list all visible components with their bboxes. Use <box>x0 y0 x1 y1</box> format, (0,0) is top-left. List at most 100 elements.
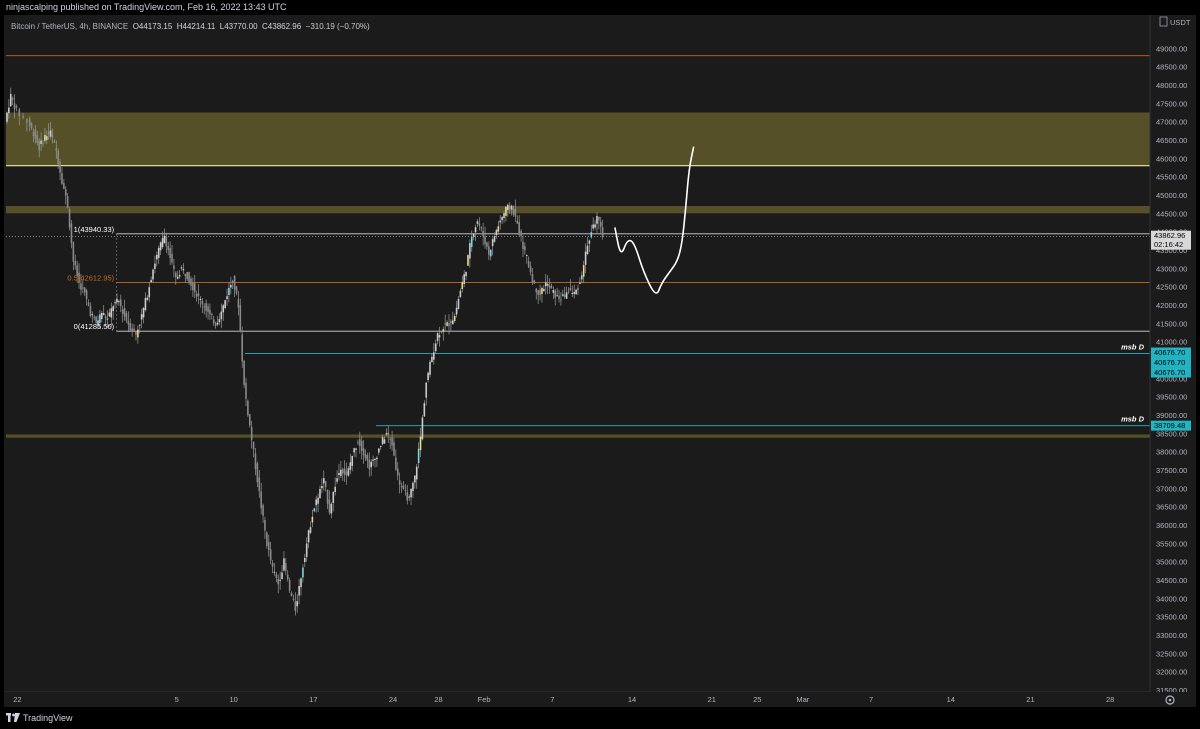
x-tick-label: 5 <box>175 695 179 704</box>
candle <box>590 224 593 239</box>
candle <box>211 312 213 320</box>
candle-body <box>376 457 378 460</box>
candle <box>507 203 509 217</box>
x-tick-label: 14 <box>947 695 955 704</box>
y-tick-label: 43000.00 <box>1156 264 1187 273</box>
candle-body <box>406 492 409 501</box>
price-axis-label-text: 40676.70 <box>1154 368 1185 377</box>
candle <box>36 130 39 146</box>
candle-body <box>148 287 151 298</box>
price-axis-label-bg <box>1151 347 1191 358</box>
candle <box>99 309 101 329</box>
candle-body <box>101 313 103 319</box>
x-tick-label: 25 <box>753 695 761 704</box>
candle <box>516 215 519 224</box>
candle <box>544 273 547 295</box>
candle <box>580 271 583 284</box>
candle <box>480 226 483 232</box>
candle-body <box>241 334 243 362</box>
candle-body <box>495 229 498 236</box>
candle-body <box>507 204 509 211</box>
candle <box>138 324 141 334</box>
tradingview-logo[interactable]: TradingView <box>6 713 73 723</box>
candle-body <box>476 221 479 224</box>
candle <box>82 280 84 294</box>
y-tick-label: 31500.00 <box>1156 686 1187 695</box>
y-tick-label: 41000.00 <box>1156 338 1187 347</box>
candle-body <box>455 307 458 315</box>
candle <box>567 287 570 295</box>
candle-body <box>294 601 297 611</box>
candle <box>292 594 295 602</box>
candle-body <box>326 489 329 504</box>
candle <box>288 577 291 594</box>
candle-body <box>544 282 547 287</box>
lock-icon <box>1159 16 1168 27</box>
candle <box>245 377 247 406</box>
candle-body <box>491 239 494 247</box>
y-tick-label: 36000.00 <box>1156 521 1187 530</box>
candle-body <box>211 313 213 315</box>
candle <box>93 315 96 321</box>
candle <box>347 466 350 477</box>
candle <box>440 330 443 334</box>
candle <box>212 315 215 326</box>
candle-body <box>488 246 490 255</box>
candle-body <box>493 236 496 242</box>
candle-body <box>499 220 502 223</box>
candle <box>379 445 382 450</box>
price-axis-label: 43862.96 <box>1151 230 1191 241</box>
symbol-title[interactable]: Bitcoin / TetherUS, 4h, BINANCE <box>11 22 129 31</box>
candle-body <box>228 287 230 296</box>
candle <box>256 461 259 488</box>
candle <box>330 502 333 519</box>
candle-body <box>431 356 433 363</box>
candle-body <box>269 549 272 561</box>
candle <box>533 279 536 284</box>
candle-body <box>438 335 441 338</box>
ohlc-change: −310.19 (−0.70%) <box>305 22 370 31</box>
candle-body <box>480 227 483 229</box>
candle-body <box>247 400 249 416</box>
candle-body <box>61 173 63 184</box>
candle-body <box>368 459 371 470</box>
candle <box>484 226 486 249</box>
y-tick-label: 38000.00 <box>1156 448 1187 457</box>
candle <box>247 399 249 418</box>
candle <box>201 297 204 314</box>
candle <box>258 469 261 498</box>
candle-body <box>408 496 410 498</box>
candle <box>6 111 8 125</box>
candle <box>205 299 207 318</box>
candle-body <box>463 274 465 284</box>
candle <box>171 245 173 265</box>
candle <box>565 286 568 300</box>
candle-body <box>387 432 390 436</box>
candle <box>144 292 147 312</box>
candle <box>448 314 450 335</box>
price-axis-label-bg <box>1151 230 1191 241</box>
candle <box>121 305 124 323</box>
candle-body <box>465 271 467 277</box>
candle-body <box>601 227 604 237</box>
candle-body <box>415 466 418 480</box>
candle-body <box>317 497 319 504</box>
candle <box>482 223 484 246</box>
candle <box>596 212 598 233</box>
candle-body <box>51 135 54 138</box>
candle-body <box>72 242 75 262</box>
candle-body <box>315 499 317 506</box>
candle-body <box>400 485 403 488</box>
candle-body <box>298 586 300 596</box>
candle-body <box>159 242 162 251</box>
candle-body <box>446 322 448 326</box>
candle-body <box>450 320 452 324</box>
candle <box>218 313 221 326</box>
candle-body <box>47 131 50 135</box>
candle <box>455 300 458 318</box>
y-tick-label: 35000.00 <box>1156 558 1187 567</box>
candle-body <box>546 283 549 286</box>
candle-body <box>594 224 596 228</box>
candle <box>395 449 397 471</box>
